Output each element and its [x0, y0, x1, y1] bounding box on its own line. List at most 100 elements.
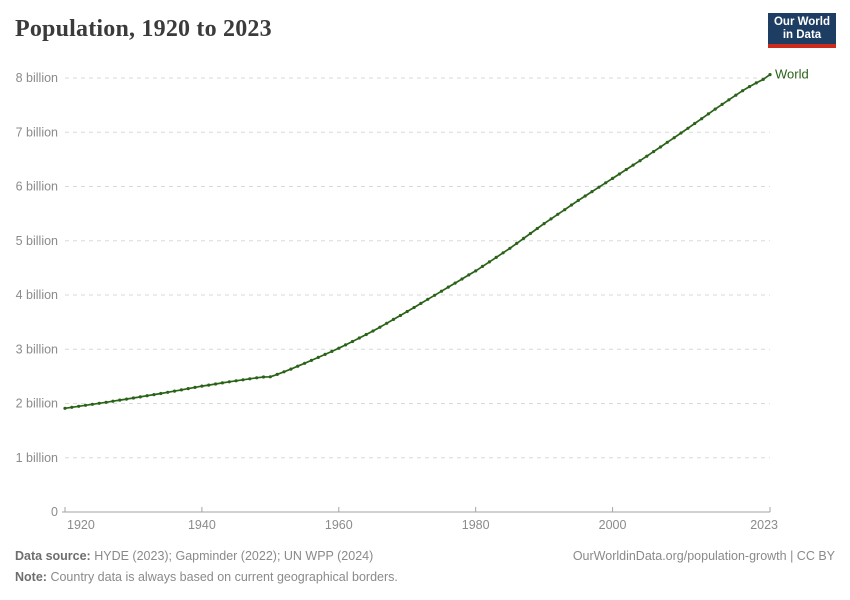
data-point[interactable]: [159, 391, 163, 396]
data-point[interactable]: [405, 309, 409, 314]
data-point[interactable]: [563, 208, 567, 212]
data-point[interactable]: [741, 89, 745, 93]
data-point[interactable]: [241, 378, 245, 382]
data-point[interactable]: [528, 231, 533, 236]
data-point[interactable]: [569, 203, 574, 207]
data-point[interactable]: [131, 396, 135, 400]
data-point[interactable]: [419, 301, 423, 305]
data-point[interactable]: [193, 385, 197, 389]
data-point[interactable]: [583, 194, 587, 198]
data-point[interactable]: [323, 352, 327, 356]
data-point[interactable]: [727, 98, 731, 102]
data-point[interactable]: [474, 269, 478, 273]
data-point[interactable]: [638, 159, 642, 163]
data-point[interactable]: [487, 260, 491, 264]
data-point[interactable]: [576, 198, 580, 202]
data-point[interactable]: [186, 387, 190, 391]
data-point[interactable]: [350, 339, 355, 344]
data-point[interactable]: [645, 154, 649, 158]
data-point[interactable]: [97, 401, 101, 405]
data-point[interactable]: [111, 399, 115, 403]
data-point[interactable]: [371, 329, 375, 333]
data-point[interactable]: [214, 382, 218, 386]
data-point[interactable]: [118, 398, 122, 402]
data-point[interactable]: [446, 285, 450, 289]
data-point[interactable]: [652, 150, 656, 154]
data-point[interactable]: [268, 375, 272, 379]
data-point[interactable]: [398, 313, 402, 318]
data-point[interactable]: [460, 277, 464, 281]
data-point[interactable]: [412, 305, 416, 310]
data-point[interactable]: [316, 355, 320, 359]
footer-link[interactable]: OurWorldinData.org/population-growth | C…: [572, 549, 835, 563]
owid-logo[interactable]: Our World in Data: [768, 13, 836, 48]
data-point[interactable]: [282, 370, 286, 374]
data-point[interactable]: [145, 394, 149, 398]
data-point[interactable]: [337, 346, 341, 350]
data-point[interactable]: [700, 117, 704, 121]
data-point[interactable]: [227, 380, 231, 384]
data-point[interactable]: [364, 332, 368, 337]
data-point[interactable]: [433, 293, 437, 297]
data-point[interactable]: [138, 395, 142, 399]
data-point[interactable]: [501, 251, 505, 255]
data-point[interactable]: [665, 140, 669, 144]
data-point[interactable]: [556, 212, 560, 216]
data-point[interactable]: [679, 131, 683, 135]
data-point[interactable]: [480, 264, 485, 268]
data-point[interactable]: [734, 93, 738, 97]
data-point[interactable]: [90, 402, 94, 406]
data-point[interactable]: [179, 388, 183, 392]
world-population-line[interactable]: [64, 73, 771, 410]
data-point[interactable]: [255, 376, 259, 380]
data-point[interactable]: [453, 281, 457, 285]
data-point[interactable]: [611, 176, 615, 180]
data-point[interactable]: [83, 403, 88, 407]
data-point[interactable]: [426, 297, 430, 301]
series-label-world[interactable]: World: [775, 67, 809, 82]
data-point[interactable]: [658, 145, 663, 149]
data-point[interactable]: [467, 273, 471, 277]
data-point[interactable]: [535, 226, 539, 231]
data-point[interactable]: [604, 181, 608, 185]
data-point[interactable]: [200, 384, 204, 388]
data-point[interactable]: [713, 107, 717, 111]
data-point[interactable]: [439, 289, 444, 293]
data-point[interactable]: [303, 361, 307, 365]
data-point[interactable]: [289, 367, 293, 371]
data-point[interactable]: [63, 406, 67, 410]
data-point[interactable]: [542, 222, 546, 226]
data-point[interactable]: [234, 379, 238, 383]
data-point[interactable]: [385, 321, 389, 325]
data-point[interactable]: [309, 358, 313, 362]
data-point[interactable]: [706, 112, 711, 116]
data-point[interactable]: [296, 364, 300, 368]
data-point[interactable]: [617, 172, 622, 176]
data-point[interactable]: [391, 317, 396, 321]
data-point[interactable]: [220, 381, 224, 385]
data-point[interactable]: [125, 397, 129, 401]
data-point[interactable]: [152, 393, 156, 397]
data-point[interactable]: [624, 167, 628, 172]
data-point[interactable]: [104, 400, 108, 404]
data-point[interactable]: [590, 190, 594, 194]
data-point[interactable]: [207, 383, 211, 387]
data-point[interactable]: [77, 404, 81, 408]
data-point[interactable]: [693, 121, 697, 126]
chart-canvas[interactable]: 0 1 billion 2 billion 3 billion 4 billion 5 b…: [0, 0, 850, 545]
data-point[interactable]: [672, 136, 676, 140]
data-point[interactable]: [720, 102, 724, 106]
data-point[interactable]: [494, 255, 498, 259]
data-point[interactable]: [508, 246, 512, 250]
data-point[interactable]: [768, 73, 772, 77]
data-point[interactable]: [70, 405, 74, 409]
data-point[interactable]: [261, 375, 266, 379]
data-point[interactable]: [686, 126, 690, 130]
data-point[interactable]: [166, 390, 170, 394]
data-point[interactable]: [747, 85, 752, 89]
data-point[interactable]: [330, 349, 334, 353]
data-point[interactable]: [275, 372, 279, 376]
data-point[interactable]: [344, 343, 348, 347]
data-point[interactable]: [378, 325, 382, 329]
data-point[interactable]: [754, 81, 758, 85]
